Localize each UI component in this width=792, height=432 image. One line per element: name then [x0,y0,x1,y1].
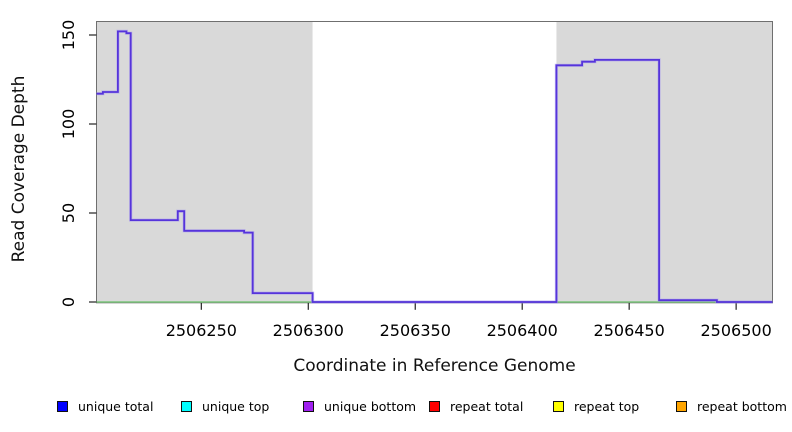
right-shaded-region [556,21,773,303]
legend-item-repeat-top: repeat top [553,399,639,414]
legend-item-unique-top: unique top [181,399,269,414]
x-tick-label: 2506500 [701,321,772,340]
y-tick-label: 50 [59,203,78,223]
legend-swatch-icon [181,401,192,412]
x-axis-title: Coordinate in Reference Genome [293,356,576,376]
y-tick-label: 0 [59,297,78,307]
legend-swatch-icon [303,401,314,412]
legend-label: unique top [202,399,270,414]
legend-swatch-icon [429,401,440,412]
y-tick-label: 150 [59,20,78,51]
x-tick-label: 2506450 [594,321,665,340]
legend-label: repeat top [574,399,640,414]
left-shaded-region [96,21,313,303]
legend-swatch-icon [676,401,687,412]
legend-label: repeat total [450,399,524,414]
legend-item-repeat-bottom: repeat bottom [676,399,787,414]
legend-label: unique bottom [324,399,417,414]
legend: unique total unique top unique bottom repea… [0,399,792,423]
x-tick-label: 2506250 [166,321,237,340]
x-tick-label: 2506350 [380,321,451,340]
legend-item-unique-bottom: unique bottom [303,399,416,414]
x-tick-label: 2506300 [273,321,344,340]
legend-item-repeat-total: repeat total [429,399,523,414]
legend-label: unique total [78,399,154,414]
legend-label: repeat bottom [697,399,787,414]
legend-swatch-icon [553,401,564,412]
legend-swatch-icon [57,401,68,412]
legend-item-unique-total: unique total [57,399,153,414]
y-axis-title: Read Coverage Depth [9,75,29,263]
coverage-step-line [96,30,773,303]
y-tick-label: 100 [59,109,78,140]
x-tick-label: 2506400 [487,321,558,340]
